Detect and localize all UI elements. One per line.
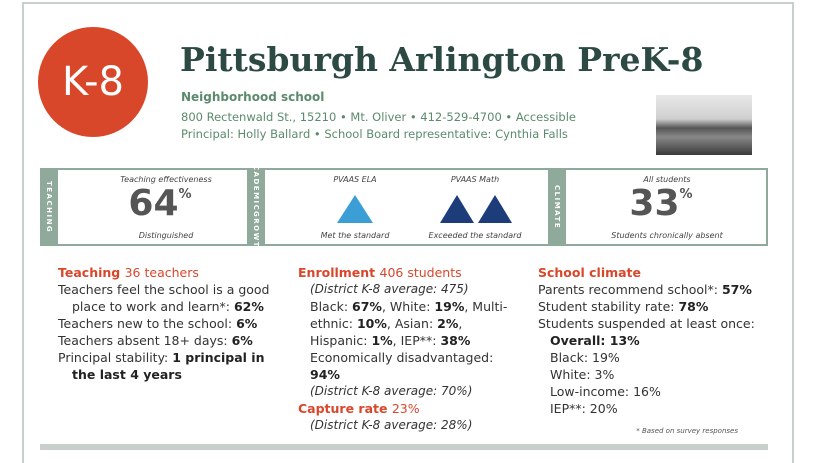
item: Teachers new to the school: 6%: [58, 315, 270, 332]
groups: Black: 19%White: 3%Low-income: 16%IEP**:…: [538, 349, 758, 417]
item: Teachers feel the school is a good place…: [58, 281, 270, 315]
unit: %: [179, 187, 192, 202]
rating: Students chronically absent: [587, 231, 747, 240]
stat-value: 64%: [100, 183, 220, 224]
footnote: * Based on survey responses: [600, 427, 738, 435]
heading: Enrollment 406 students: [298, 264, 513, 281]
group: IEP**: 20%: [538, 400, 758, 417]
items: Teachers feel the school is a good place…: [58, 281, 270, 383]
items: Parents recommend school*: 57%Student st…: [538, 281, 758, 332]
group: White: 3%: [538, 366, 758, 383]
triangle-icons: [440, 195, 512, 223]
bold-value: 2%: [437, 316, 458, 331]
rating: Exceeded the standard: [395, 231, 555, 240]
climate-section: School climate Parents recommend school*…: [538, 264, 758, 417]
tag-line: GROWTH: [252, 211, 260, 255]
bold-value: 67%: [352, 299, 382, 314]
bold-value: 62%: [234, 299, 264, 314]
enrollment-section: Enrollment 406 students (District K-8 av…: [298, 264, 513, 434]
bold-value: 10%: [357, 316, 387, 331]
teaching-tag: TEACHING: [40, 168, 58, 246]
text: Black:: [310, 299, 352, 314]
text: Teachers new to the school:: [58, 316, 236, 331]
bold-value: 78%: [678, 299, 708, 314]
count: 406 students: [380, 265, 462, 280]
text: Student stability rate:: [538, 299, 678, 314]
heading-text: Capture rate: [298, 401, 387, 416]
value: 33: [629, 183, 679, 224]
text: Parents recommend school*:: [538, 282, 722, 297]
item: Students suspended at least once:: [538, 315, 758, 332]
text: Teachers absent 18+ days:: [58, 333, 232, 348]
teaching-section: Teaching 36 teachers Teachers feel the s…: [58, 264, 270, 383]
item: Principal stability: 1 principal in the …: [58, 349, 270, 383]
text: , White:: [382, 299, 434, 314]
text: Students suspended at least once:: [538, 316, 755, 331]
badge: K-8: [38, 27, 148, 137]
group: Black: 19%: [538, 349, 758, 366]
item: Parents recommend school*: 57%: [538, 281, 758, 298]
heading: Capture rate 23%: [298, 400, 513, 417]
page: K-8 Pittsburgh Arlington PreK-8 Neighbor…: [0, 0, 816, 463]
bold-value: 1%: [371, 333, 392, 348]
bold-value: 57%: [722, 282, 752, 297]
text: Principal stability:: [58, 350, 172, 365]
value: 64: [128, 183, 178, 224]
rating: Distinguished: [86, 231, 246, 240]
people: Principal: Holly Ballard • School Board …: [181, 127, 568, 141]
capture-value: 23%: [392, 401, 420, 416]
text: Economically disadvantaged:: [310, 350, 493, 365]
heading-text: Enrollment: [298, 265, 375, 280]
item: Teachers absent 18+ days: 6%: [58, 332, 270, 349]
demographics: Black: 67%, White: 19%, Multi-ethnic: 10…: [298, 298, 513, 349]
bold-value: 94%: [310, 367, 340, 382]
bold-value: 6%: [236, 316, 257, 331]
district-average: (District K-8 average: 70%): [298, 383, 513, 400]
school-photo: [656, 95, 752, 155]
heading-text: Teaching: [58, 265, 120, 280]
stat-value: 33%: [601, 183, 721, 224]
bold-value: 6%: [232, 333, 253, 348]
unit: %: [680, 187, 693, 202]
heading: School climate: [538, 264, 758, 281]
count: 36 teachers: [125, 265, 199, 280]
text: , IEP**:: [393, 333, 441, 348]
title: Pittsburgh Arlington PreK-8: [180, 40, 703, 79]
address: 800 Rectenwald St., 15210 • Mt. Oliver •…: [181, 110, 576, 124]
bold-value: 38%: [440, 333, 470, 348]
district-average: (District K-8 average: 28%): [298, 417, 513, 434]
triangle-icon: [337, 195, 373, 223]
group: Low-income: 16%: [538, 383, 758, 400]
overall: Overall: 13%: [538, 332, 758, 349]
heading: Teaching 36 teachers: [58, 264, 270, 281]
text: , Asian:: [387, 316, 437, 331]
subtitle: Neighborhood school: [181, 90, 324, 104]
bold-value: 19%: [434, 299, 464, 314]
caption: PVAAS Math: [395, 175, 555, 184]
district-average: (District K-8 average: 475): [298, 281, 513, 298]
disadvantaged: Economically disadvantaged: 94%: [298, 349, 513, 383]
tag-line: ACADEMIC: [252, 158, 260, 211]
item: Student stability rate: 78%: [538, 298, 758, 315]
rule: [40, 444, 768, 450]
